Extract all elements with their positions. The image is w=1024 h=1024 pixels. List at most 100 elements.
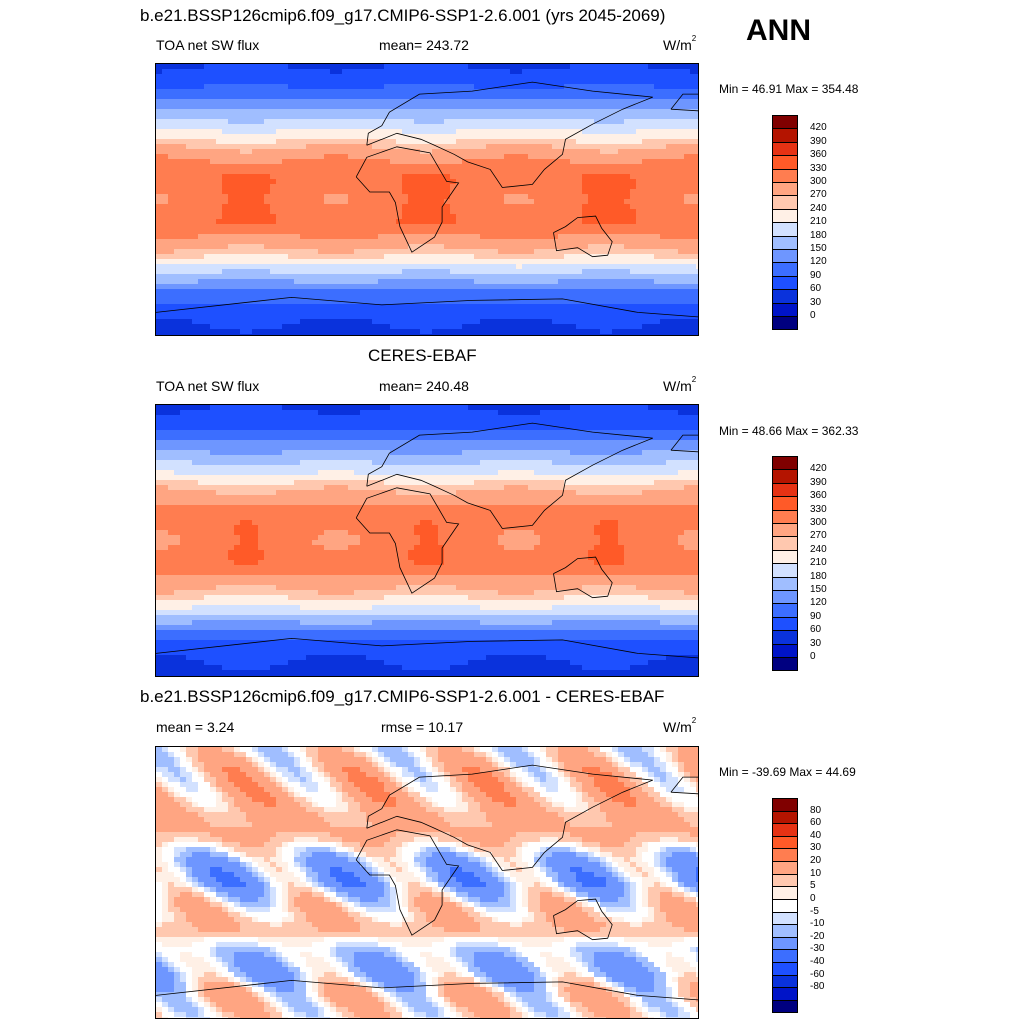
map-cell	[480, 279, 487, 285]
map-cell	[270, 134, 277, 140]
map-cell	[318, 259, 325, 265]
map-cell	[672, 204, 679, 210]
map-cell	[156, 229, 163, 235]
map-cell	[444, 229, 451, 235]
map-cell	[318, 139, 325, 145]
map-cell	[300, 274, 307, 280]
map-cell	[252, 109, 259, 115]
map-cell	[192, 209, 199, 215]
map-cell	[558, 279, 565, 285]
map-cell	[162, 279, 169, 285]
map-cell	[264, 224, 271, 230]
map-cell	[264, 284, 271, 290]
map-cell	[294, 104, 301, 110]
map-cell	[426, 149, 433, 155]
map-cell	[192, 334, 199, 335]
map-cell	[294, 189, 301, 195]
map-cell	[636, 259, 643, 265]
map-cell	[300, 79, 307, 85]
map-cell	[432, 194, 439, 200]
map-cell	[456, 179, 463, 185]
map-cell	[600, 329, 607, 335]
map-cell	[192, 274, 199, 280]
map-cell	[696, 174, 698, 180]
map-cell	[498, 139, 505, 145]
map-cell	[582, 164, 589, 170]
map-cell	[276, 249, 283, 255]
map-cell	[318, 64, 325, 70]
map-cell	[642, 64, 649, 70]
map-cell	[504, 94, 511, 100]
map-cell	[210, 114, 217, 120]
map-cell	[264, 249, 271, 255]
map-cell	[450, 109, 457, 115]
map-cell	[432, 249, 439, 255]
map-cell	[246, 134, 253, 140]
map-cell	[522, 74, 529, 80]
map-cell	[666, 164, 673, 170]
map-cell	[204, 94, 211, 100]
map-cell	[396, 124, 403, 130]
map-cell	[348, 214, 355, 220]
map-cell	[648, 144, 655, 150]
map-cell	[228, 234, 235, 240]
map-cell	[390, 139, 397, 145]
map-cell	[504, 114, 511, 120]
map-cell	[642, 269, 649, 275]
map-cell	[312, 309, 319, 315]
map-cell	[168, 94, 175, 100]
map-cell	[210, 324, 217, 330]
map-cell	[552, 179, 559, 185]
map-cell	[300, 159, 307, 165]
map-cell	[192, 114, 199, 120]
map-cell	[264, 334, 271, 335]
map-cell	[222, 69, 229, 75]
map-cell	[462, 79, 469, 85]
map-cell	[378, 329, 385, 335]
map-cell	[660, 234, 667, 240]
map-cell	[594, 114, 601, 120]
map-cell	[696, 114, 698, 120]
map-cell	[552, 199, 559, 205]
map-cell	[240, 299, 247, 305]
map-cell	[450, 179, 457, 185]
map-cell	[384, 174, 391, 180]
map-cell	[300, 259, 307, 265]
map-cell	[264, 139, 271, 145]
map-cell	[636, 149, 643, 155]
map-cell	[480, 174, 487, 180]
map-cell	[414, 179, 421, 185]
map-cell	[384, 119, 391, 125]
map-cell	[282, 294, 289, 300]
map-cell	[462, 204, 469, 210]
map-cell	[210, 314, 217, 320]
map-cell	[438, 89, 445, 95]
map-cell	[366, 334, 373, 335]
map-cell	[174, 144, 181, 150]
map-cell	[330, 209, 337, 215]
map-cell	[558, 94, 565, 100]
map-cell	[228, 149, 235, 155]
map-cell	[174, 179, 181, 185]
map-cell	[660, 214, 667, 220]
map-cell	[546, 314, 553, 320]
map-cell	[420, 279, 427, 285]
map-cell	[582, 124, 589, 130]
map-cell	[282, 74, 289, 80]
map-cell	[462, 129, 469, 135]
map-cell	[552, 69, 559, 75]
map-cell	[300, 269, 307, 275]
map-cell	[294, 284, 301, 290]
map-cell	[588, 199, 595, 205]
map-cell	[684, 114, 691, 120]
map-cell	[174, 259, 181, 265]
map-cell	[468, 84, 475, 90]
map-cell	[186, 329, 193, 335]
map-cell	[420, 284, 427, 290]
map-cell	[534, 99, 541, 105]
map-cell	[198, 284, 205, 290]
map-cell	[192, 309, 199, 315]
map-cell	[432, 284, 439, 290]
map-cell	[546, 294, 553, 300]
map-cell	[432, 234, 439, 240]
